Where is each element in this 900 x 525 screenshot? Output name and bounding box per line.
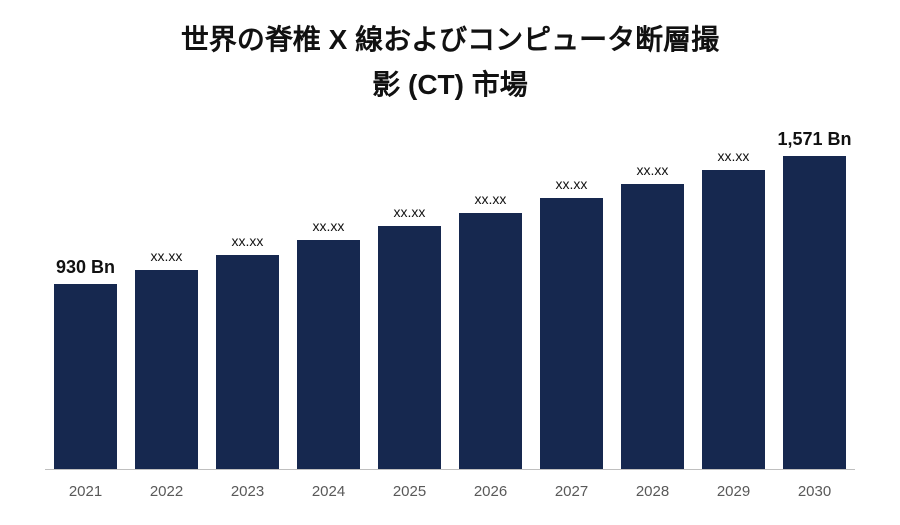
chart-title: 世界の脊椎 X 線およびコンピュータ断層撮 影 (CT) 市場 — [0, 0, 900, 108]
bar — [297, 240, 360, 470]
chart-title-line1: 世界の脊椎 X 線およびコンピュータ断層撮 — [0, 18, 900, 63]
x-axis-tick-label: 2022 — [126, 483, 207, 500]
bar-slot: xx.xx — [612, 130, 693, 470]
plot-area: 930 Bnxx.xxxx.xxxx.xxxx.xxxx.xxxx.xxxx.x… — [45, 130, 855, 470]
bar — [54, 284, 117, 470]
x-axis-line — [45, 469, 855, 470]
bar-value-label: xx.xx — [369, 204, 450, 220]
bar-value-label: xx.xx — [612, 162, 693, 178]
bar — [783, 156, 846, 470]
bar-value-label: xx.xx — [126, 248, 207, 264]
x-axis-tick-label: 2028 — [612, 483, 693, 500]
bar-value-label: xx.xx — [531, 176, 612, 192]
bar-value-label: xx.xx — [693, 148, 774, 164]
bar-value-label: 930 Bn — [45, 257, 126, 278]
bar-value-label: xx.xx — [288, 218, 369, 234]
bar-slot: xx.xx — [207, 130, 288, 470]
x-axis-tick-label: 2026 — [450, 483, 531, 500]
x-axis-tick-label: 2023 — [207, 483, 288, 500]
x-axis-tick-label: 2030 — [774, 483, 855, 500]
bar-value-label: xx.xx — [450, 191, 531, 207]
bar — [216, 255, 279, 470]
bar-value-label: 1,571 Bn — [774, 129, 855, 150]
x-axis-tick-label: 2021 — [45, 483, 126, 500]
bar-slot: 1,571 Bn — [774, 130, 855, 470]
x-axis-tick-label: 2024 — [288, 483, 369, 500]
x-axis-labels: 2021202220232024202520262027202820292030 — [45, 483, 855, 500]
bar — [621, 184, 684, 470]
chart-container: 世界の脊椎 X 線およびコンピュータ断層撮 影 (CT) 市場 930 Bnxx… — [0, 0, 900, 525]
bar — [540, 198, 603, 470]
x-axis-tick-label: 2025 — [369, 483, 450, 500]
bars-group: 930 Bnxx.xxxx.xxxx.xxxx.xxxx.xxxx.xxxx.x… — [45, 130, 855, 470]
bar-slot: xx.xx — [288, 130, 369, 470]
bar-slot: xx.xx — [693, 130, 774, 470]
bar-slot: xx.xx — [126, 130, 207, 470]
bar — [378, 226, 441, 470]
bar-slot: xx.xx — [531, 130, 612, 470]
bar — [135, 270, 198, 470]
bar — [702, 170, 765, 470]
x-axis-tick-label: 2029 — [693, 483, 774, 500]
bar-slot: xx.xx — [450, 130, 531, 470]
bar-value-label: xx.xx — [207, 233, 288, 249]
x-axis-tick-label: 2027 — [531, 483, 612, 500]
chart-title-line2: 影 (CT) 市場 — [0, 63, 900, 108]
bar-slot: xx.xx — [369, 130, 450, 470]
bar — [459, 213, 522, 470]
bar-slot: 930 Bn — [45, 130, 126, 470]
